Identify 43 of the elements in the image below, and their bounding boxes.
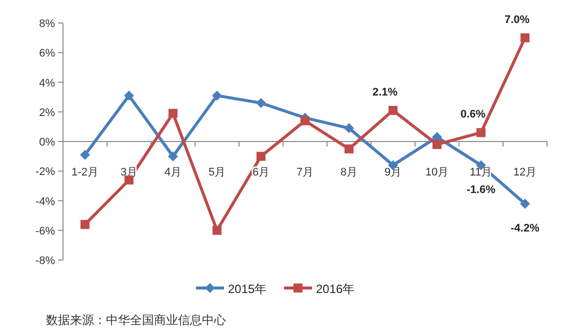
data-label: 7.0%: [504, 14, 530, 26]
data-label: -4.2%: [510, 222, 540, 235]
y-tick-label: -2%: [35, 166, 56, 178]
point: [300, 116, 310, 126]
point: [168, 108, 178, 118]
point: [520, 198, 530, 209]
point: [388, 106, 398, 115]
y-tick-label: 2%: [39, 106, 56, 119]
y-tick-label: 6%: [39, 48, 56, 60]
x-tick-label: 11月: [470, 166, 492, 178]
y-tick-label: -4%: [35, 196, 56, 208]
x-tick-label: 7月: [296, 166, 314, 178]
point: [344, 123, 354, 134]
legend-label: 2015年: [228, 282, 267, 296]
point: [168, 151, 178, 162]
y-tick-label: 8%: [39, 18, 56, 30]
x-tick-label: 12月: [513, 166, 537, 178]
point: [124, 90, 134, 101]
point: [476, 128, 486, 138]
point: [212, 90, 222, 101]
x-tick-label: 10月: [425, 166, 449, 178]
data-label: -1.6%: [466, 184, 496, 196]
y-tick-label: 0%: [39, 136, 56, 148]
data-label: 0.6%: [460, 108, 486, 121]
source-note: 数据来源：中华全国商业信息中心: [46, 313, 226, 327]
x-tick-label: 8月: [340, 166, 358, 178]
y-tick-label: -8%: [35, 255, 56, 267]
y-tick-label: 4%: [39, 77, 56, 90]
legend-label: 2016年: [316, 282, 355, 296]
x-tick-label: 1-2月: [72, 166, 98, 178]
point: [256, 152, 266, 161]
x-tick-label: 4月: [164, 166, 182, 178]
x-tick-label: 5月: [208, 166, 226, 178]
y-tick-label: -6%: [35, 225, 56, 238]
point: [212, 226, 222, 235]
point: [344, 144, 354, 154]
point: [80, 150, 90, 160]
data-label: 2.1%: [372, 86, 398, 98]
point: [80, 220, 90, 229]
point: [256, 98, 266, 108]
x-tick-label: 6月: [252, 166, 270, 178]
point: [432, 140, 442, 149]
point: [520, 33, 530, 42]
